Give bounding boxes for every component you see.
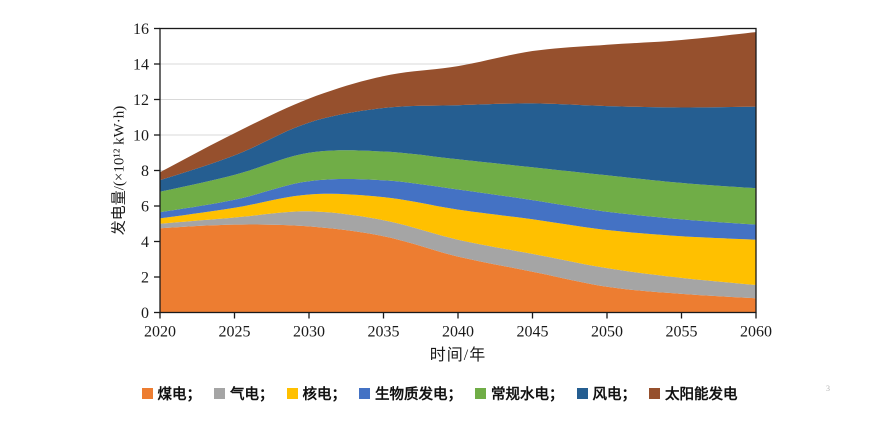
area-nuclear <box>160 193 756 285</box>
y-tick-label: 2 <box>141 270 149 287</box>
legend-label-nuclear: 核电； <box>302 387 347 403</box>
y-tick-label: 6 <box>141 199 149 216</box>
legend-item-nuclear: 核电； <box>286 383 347 404</box>
x-tick-label: 2045 <box>517 324 549 341</box>
x-tick-label: 2040 <box>442 324 474 341</box>
legend-item-hydro: 常规水电； <box>475 383 564 404</box>
legend-label-gas: 气电； <box>230 387 274 403</box>
x-tick-label: 2055 <box>666 324 698 341</box>
y-tick-label: 16 <box>133 21 149 38</box>
legend-swatch-wind <box>576 388 588 399</box>
legend-swatch-coal <box>141 388 153 399</box>
legend-label-coal: 煤电； <box>157 387 202 403</box>
y-tick-label: 8 <box>141 163 149 180</box>
legend-swatch-solar <box>649 388 660 399</box>
legend-label-solar: 太阳能发电 <box>665 387 738 403</box>
y-tick-label: 14 <box>133 57 149 74</box>
legend-item-wind: 风电； <box>576 383 637 404</box>
x-axis-title: 时间/年 <box>429 347 487 364</box>
legend: 煤电； 气电； 核电； 生物质发电； 常规水电； 风电； 太阳能发电 <box>0 383 879 404</box>
legend-label-hydro: 常规水电； <box>491 387 564 403</box>
legend-swatch-gas <box>214 388 225 399</box>
area-coal <box>160 224 756 313</box>
legend-label-wind: 风电； <box>592 387 637 403</box>
legend-swatch-hydro <box>475 388 486 399</box>
y-tick-label: 10 <box>133 128 149 145</box>
area-hydro <box>160 150 756 225</box>
x-tick-label: 2030 <box>293 324 325 341</box>
legend-swatch-nuclear <box>286 388 298 399</box>
legend-item-gas: 气电； <box>214 383 274 404</box>
legend-label-biomass: 生物质发电； <box>375 387 462 403</box>
legend-item-solar: 太阳能发电 <box>649 383 738 404</box>
y-tick-label: 4 <box>141 234 149 251</box>
x-tick-label: 2035 <box>368 324 400 341</box>
legend-swatch-biomass <box>359 388 370 399</box>
watermark-artifact: 3 <box>826 384 830 393</box>
area-wind <box>160 103 756 192</box>
area-biomass <box>160 179 756 240</box>
y-tick-label: 0 <box>141 305 149 322</box>
x-tick-label: 2060 <box>740 324 772 341</box>
x-tick-label: 2025 <box>219 324 251 341</box>
y-axis-title: 发电量/(×10¹² kW·h) <box>111 105 128 236</box>
y-tick-label: 12 <box>133 92 149 109</box>
legend-item-biomass: 生物质发电； <box>359 383 462 404</box>
legend-item-coal: 煤电； <box>141 383 202 404</box>
area-solar <box>160 32 756 181</box>
x-tick-label: 2020 <box>144 324 176 341</box>
area-gas <box>160 211 756 299</box>
x-tick-label: 2050 <box>591 324 623 341</box>
